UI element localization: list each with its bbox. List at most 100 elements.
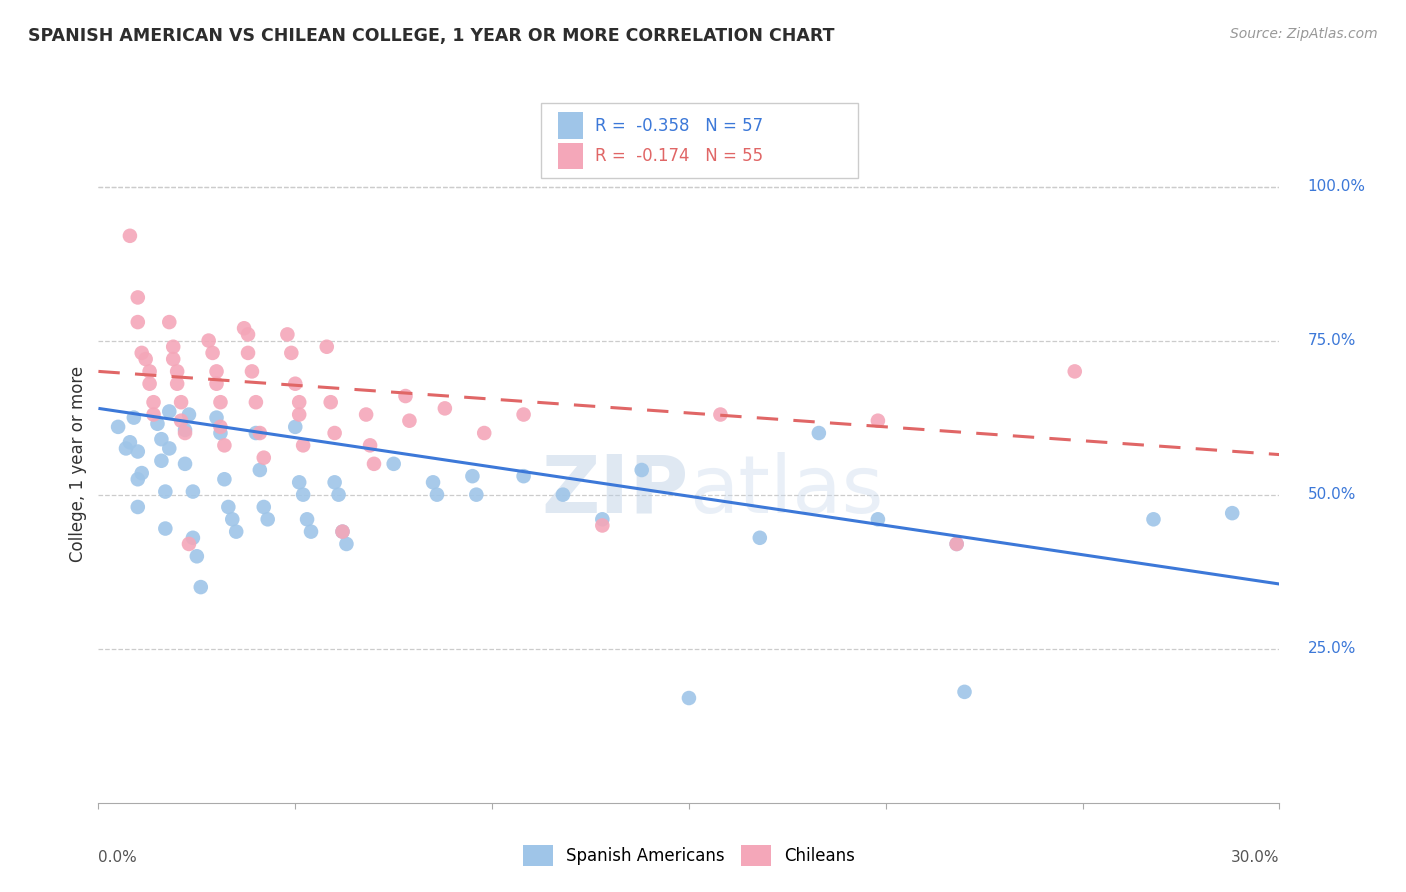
Point xyxy=(205,364,228,378)
Point xyxy=(197,334,219,348)
Point xyxy=(382,457,405,471)
Point xyxy=(115,442,138,456)
Point xyxy=(166,376,188,391)
Point xyxy=(209,420,232,434)
Point xyxy=(157,404,180,418)
Point xyxy=(422,475,444,490)
Point xyxy=(142,408,165,422)
Legend: Spanish Americans, Chileans: Spanish Americans, Chileans xyxy=(516,838,862,872)
Point xyxy=(205,376,228,391)
Point xyxy=(157,442,180,456)
Point xyxy=(127,315,149,329)
Point xyxy=(201,346,224,360)
Point xyxy=(150,432,173,446)
Point xyxy=(292,438,315,452)
Point xyxy=(157,315,180,329)
Point xyxy=(138,376,160,391)
Point xyxy=(284,376,307,391)
Point xyxy=(233,321,256,335)
Point xyxy=(186,549,208,564)
Point xyxy=(319,395,342,409)
Point xyxy=(512,408,534,422)
Point xyxy=(591,512,613,526)
Point xyxy=(709,408,731,422)
Text: Source: ZipAtlas.com: Source: ZipAtlas.com xyxy=(1230,27,1378,41)
Text: 50.0%: 50.0% xyxy=(1308,487,1355,502)
Point xyxy=(1063,364,1085,378)
Point xyxy=(332,524,354,539)
Point xyxy=(127,444,149,458)
Point xyxy=(135,352,157,367)
Text: 75.0%: 75.0% xyxy=(1308,333,1355,348)
Point xyxy=(181,531,204,545)
Point xyxy=(205,410,228,425)
Point xyxy=(945,537,967,551)
Text: R =  -0.174   N = 55: R = -0.174 N = 55 xyxy=(595,147,763,165)
Point xyxy=(253,500,276,514)
Point xyxy=(354,408,377,422)
Point xyxy=(214,438,236,452)
Point xyxy=(166,364,188,378)
Point xyxy=(280,346,302,360)
Point xyxy=(142,395,165,409)
Point xyxy=(512,469,534,483)
Point xyxy=(131,346,153,360)
Point xyxy=(276,327,298,342)
Point xyxy=(335,537,357,551)
Point xyxy=(299,524,322,539)
Point xyxy=(225,524,247,539)
Point xyxy=(245,395,267,409)
Text: 0.0%: 0.0% xyxy=(98,850,138,865)
Point xyxy=(288,408,311,422)
Point xyxy=(866,512,889,526)
Point xyxy=(323,425,346,440)
Point xyxy=(177,408,200,422)
Point xyxy=(155,522,177,536)
Point xyxy=(1220,506,1243,520)
Point xyxy=(465,488,488,502)
Point xyxy=(359,438,381,452)
Point xyxy=(807,425,830,440)
Y-axis label: College, 1 year or more: College, 1 year or more xyxy=(69,366,87,562)
Point xyxy=(866,414,889,428)
Point xyxy=(122,410,145,425)
Point xyxy=(236,327,259,342)
Point xyxy=(118,228,141,243)
Text: 30.0%: 30.0% xyxy=(1232,850,1279,865)
Point xyxy=(127,290,149,304)
Text: atlas: atlas xyxy=(689,452,883,530)
Point xyxy=(249,463,271,477)
Point xyxy=(253,450,276,465)
Point xyxy=(249,425,271,440)
Point xyxy=(209,425,232,440)
Point xyxy=(551,488,574,502)
Text: ZIP: ZIP xyxy=(541,452,689,530)
Point xyxy=(240,364,263,378)
Point xyxy=(1142,512,1164,526)
Text: SPANISH AMERICAN VS CHILEAN COLLEGE, 1 YEAR OR MORE CORRELATION CHART: SPANISH AMERICAN VS CHILEAN COLLEGE, 1 Y… xyxy=(28,27,835,45)
Point xyxy=(433,401,456,416)
Point xyxy=(748,531,770,545)
Point xyxy=(945,537,967,551)
Point xyxy=(190,580,212,594)
Point xyxy=(288,475,311,490)
Point xyxy=(170,395,193,409)
Point xyxy=(131,466,153,480)
Point xyxy=(295,512,318,526)
Point xyxy=(174,457,197,471)
Point xyxy=(461,469,484,483)
Point xyxy=(118,435,141,450)
Text: 100.0%: 100.0% xyxy=(1308,179,1365,194)
Point xyxy=(394,389,416,403)
Point xyxy=(127,472,149,486)
Point xyxy=(953,685,976,699)
Point xyxy=(138,364,160,378)
Point xyxy=(150,454,173,468)
Text: 25.0%: 25.0% xyxy=(1308,641,1355,657)
Point xyxy=(209,395,232,409)
Point xyxy=(214,472,236,486)
Point xyxy=(332,524,354,539)
Point xyxy=(162,352,184,367)
Point xyxy=(174,423,197,437)
Point xyxy=(217,500,239,514)
